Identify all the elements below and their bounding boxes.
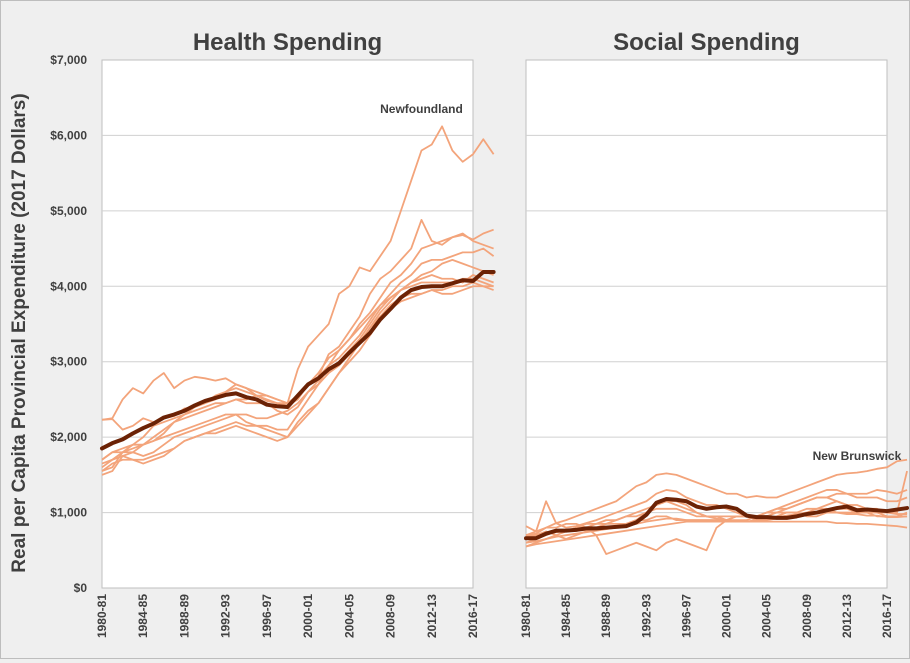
x-tick-label: 1980-81	[519, 594, 533, 638]
x-tick-label: 2016-17	[466, 594, 480, 638]
series-line-province-1	[525, 458, 908, 537]
x-tick-label: 2004-05	[760, 594, 774, 638]
y-tick-label: $0	[74, 581, 88, 595]
x-tick-label: 2008-09	[384, 594, 398, 638]
annotation-label: New Brunswick	[813, 449, 902, 463]
annotation-label: Newfoundland	[380, 102, 463, 116]
x-tick-label: 1996-97	[260, 594, 274, 638]
x-tick-label: 1984-85	[559, 594, 573, 638]
x-tick-label: 1980-81	[95, 594, 109, 638]
y-tick-label: $5,000	[50, 204, 87, 218]
y-tick-label: $2,000	[50, 430, 87, 444]
y-axis-label: Real per Capita Provincial Expenditure (…	[9, 93, 30, 572]
x-tick-label: 2004-05	[342, 594, 356, 638]
series-line-province-8	[101, 285, 494, 469]
panel-health-spending: Health Spending $0 $1,000 $2,000 $3,000 $4,00…	[50, 29, 496, 638]
series-line-average	[524, 496, 910, 541]
chart-title: Social Spending	[613, 29, 800, 56]
series-line-province-6	[101, 274, 494, 461]
y-tick-label: $4,000	[50, 279, 87, 293]
x-tick-label: 2000-01	[720, 594, 734, 638]
x-tick-label: 2000-01	[301, 594, 315, 638]
x-tick-label: 1988-89	[599, 594, 613, 638]
x-tick-label: 2008-09	[800, 594, 814, 638]
x-tick-label: 2012-13	[425, 594, 439, 638]
y-tick-label: $3,000	[50, 355, 87, 369]
chart-title: Health Spending	[193, 29, 382, 56]
series-line-province-5	[101, 258, 494, 472]
series-line-province-8	[525, 520, 908, 548]
plot-area	[525, 59, 888, 589]
series-line-province-2	[525, 489, 908, 533]
y-tick-label: $1,000	[50, 506, 87, 520]
plot-area	[101, 59, 474, 589]
x-tick-label: 1992-93	[219, 594, 233, 638]
series-line-average	[100, 269, 496, 451]
x-tick-label: 1996-97	[679, 594, 693, 638]
panel-social-spending: Social Spending 1980-81 1984-85 1988-89 1992…	[519, 29, 910, 638]
series-line-province-9	[101, 277, 494, 461]
series-line-province-7	[525, 511, 908, 544]
y-tick-label: $6,000	[50, 128, 87, 142]
x-tick-label: 1992-93	[639, 594, 653, 638]
x-tick-label: 2012-13	[840, 594, 854, 638]
x-tick-label: 1984-85	[136, 594, 150, 638]
x-tick-label: 1988-89	[177, 594, 191, 638]
x-tick-label: 2016-17	[880, 594, 894, 638]
series-line-province-1	[101, 125, 495, 421]
y-tick-label: $7,000	[50, 53, 87, 67]
